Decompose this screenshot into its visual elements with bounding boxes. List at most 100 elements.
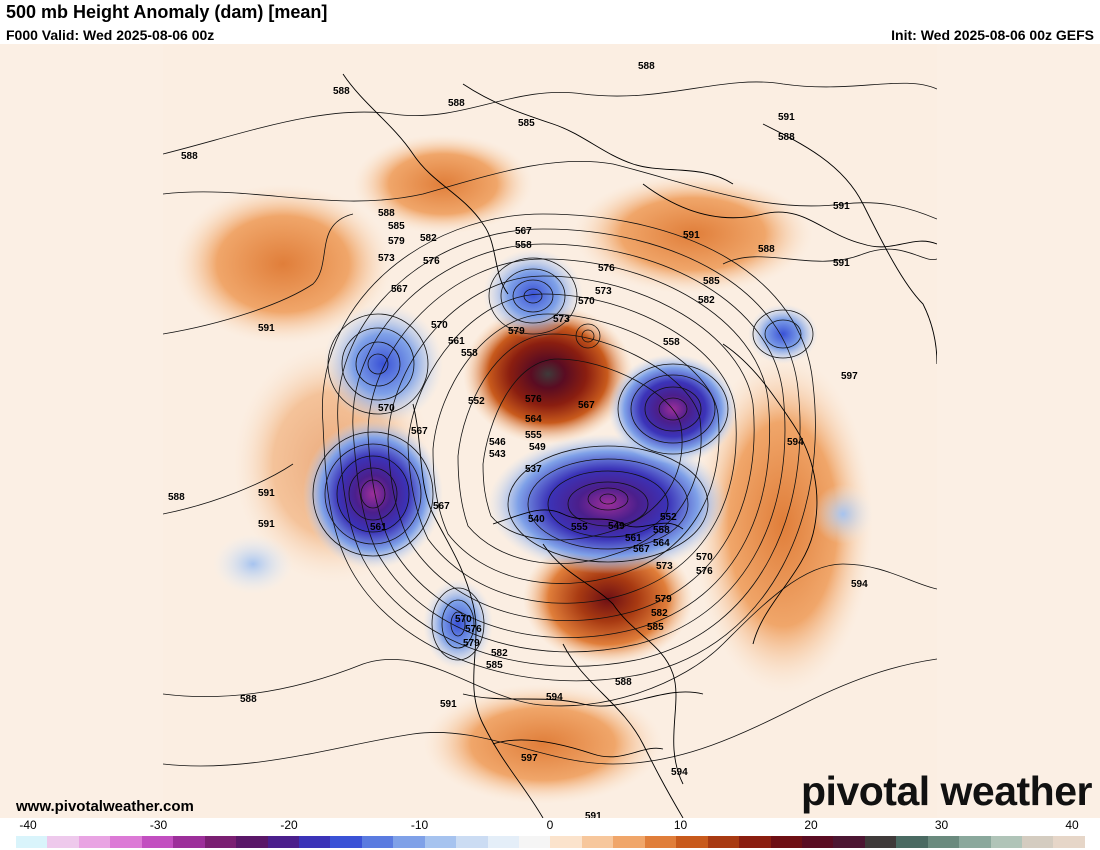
colorbar-swatch [1053, 836, 1085, 848]
contour-label: 594 [546, 692, 563, 703]
colorbar-swatch [298, 836, 331, 848]
anomaly-warm-w [173, 184, 393, 344]
colorbar-swatch [739, 836, 771, 848]
contour-label: 588 [615, 677, 632, 688]
contour-label: 576 [696, 566, 713, 577]
colorbar-tick-label: 0 [546, 818, 554, 832]
colorbar-swatch [519, 836, 551, 848]
anomaly-map-svg: 588 588 585 588 588 591 588 588 585 579 … [163, 44, 937, 818]
contour-label: 567 [433, 501, 450, 512]
brand-logo: pivotal weather [801, 768, 1092, 814]
contour-label: 552 [468, 396, 485, 407]
contour-label: 579 [388, 236, 405, 247]
colorbar-tick-label: 20 [804, 818, 818, 832]
map-margin-right [937, 44, 1100, 818]
contour-label: 588 [168, 492, 185, 503]
colorbar-swatch [361, 836, 394, 848]
colorbar-swatch [990, 836, 1022, 848]
contour-label: 585 [518, 118, 535, 129]
contour-label: 594 [671, 767, 688, 778]
anomaly-map[interactable]: 588 588 585 588 588 591 588 588 585 579 … [163, 44, 937, 818]
contour-label: 570 [378, 403, 395, 414]
contour-label: 588 [181, 151, 198, 162]
valid-time: F000 Valid: Wed 2025-08-06 00z [6, 27, 215, 43]
anomaly-warm-e [693, 354, 873, 694]
colorbar-swatch [16, 836, 48, 848]
colorbar-swatch [236, 836, 268, 848]
contour-label: 597 [521, 753, 538, 764]
anomaly-trough-north [483, 249, 583, 339]
contour-label: 585 [388, 221, 405, 232]
contour-label: 591 [833, 201, 850, 212]
contour-labels: 588 588 585 588 588 591 588 588 585 579 … [181, 61, 868, 818]
contour-label: 573 [553, 314, 570, 325]
contour-label: 543 [489, 449, 506, 460]
contour-label: 549 [608, 521, 625, 532]
contour-label: 549 [529, 442, 546, 453]
colorbar-swatch [487, 836, 519, 848]
colorbar-swatch [801, 836, 834, 848]
contour-label: 555 [525, 430, 542, 441]
colorbar-swatch [424, 836, 457, 848]
contour-label: 561 [625, 533, 642, 544]
colorbar-swatch [896, 836, 928, 848]
contour-label: 558 [653, 525, 670, 536]
map-margin-left [0, 44, 163, 818]
anomaly-trough-nw [323, 304, 443, 424]
contour-label: 591 [778, 112, 795, 123]
contour-label: 573 [595, 286, 612, 297]
coastlines [342, 73, 937, 818]
anomaly-trough-ne [748, 304, 818, 364]
contour-label: 588 [448, 98, 465, 109]
colorbar-swatch [456, 836, 488, 848]
contour-label: 582 [491, 648, 508, 659]
contour-label: 555 [571, 522, 588, 533]
anomaly-trough-pacific [303, 419, 443, 569]
contour-label: 561 [370, 522, 387, 533]
colorbar-tick-label: -40 [19, 818, 37, 832]
contour-label: 564 [525, 414, 542, 425]
site-url[interactable]: www.pivotalweather.com [16, 798, 194, 815]
contour-label: 594 [851, 579, 868, 590]
colorbar-swatch [204, 836, 237, 848]
colorbar-swatch [676, 836, 708, 848]
contour-label: 558 [515, 240, 532, 251]
contour-label: 546 [489, 437, 506, 448]
contour-label: 588 [240, 694, 257, 705]
anomaly-warm-s [423, 684, 663, 804]
contour-label: 582 [420, 233, 437, 244]
colorbar-swatch [707, 836, 740, 848]
contour-label: 591 [258, 519, 275, 530]
contour-label: 594 [787, 437, 804, 448]
contour-label: 579 [655, 594, 672, 605]
contour-label: 552 [660, 512, 677, 523]
contour-label: 588 [378, 208, 395, 219]
contour-label: 570 [431, 320, 448, 331]
colorbar-swatch [959, 836, 991, 848]
contour-label: 576 [525, 394, 542, 405]
contour-label: 582 [651, 608, 668, 619]
anomaly-weak-atl [813, 484, 873, 544]
contour-label: 588 [638, 61, 655, 72]
contour-label: 567 [515, 226, 532, 237]
colorbar-tick-label: 10 [673, 818, 688, 832]
contour-label: 573 [656, 561, 673, 572]
contour-label: 561 [448, 336, 465, 347]
anomaly-warm-n [353, 134, 533, 234]
colorbar-tick-label: 40 [1065, 818, 1079, 832]
colorbar-swatch [330, 836, 362, 848]
colorbar-swatch [47, 836, 79, 848]
contour-label: 588 [333, 86, 350, 97]
colorbar-swatch [141, 836, 174, 848]
anomaly-weak-pac [213, 534, 293, 594]
colorbar-swatch [110, 836, 142, 848]
contour-label: 591 [683, 230, 700, 241]
contour-label: 585 [486, 660, 503, 671]
contour-label: 597 [841, 371, 858, 382]
colorbar-swatch [613, 836, 645, 848]
colorbar-swatch [550, 836, 582, 848]
contour-label: 591 [440, 699, 457, 710]
init-time: Init: Wed 2025-08-06 00z GEFS [891, 27, 1094, 43]
colorbar-tick-label: -20 [280, 818, 298, 832]
colorbar-swatch [644, 836, 677, 848]
